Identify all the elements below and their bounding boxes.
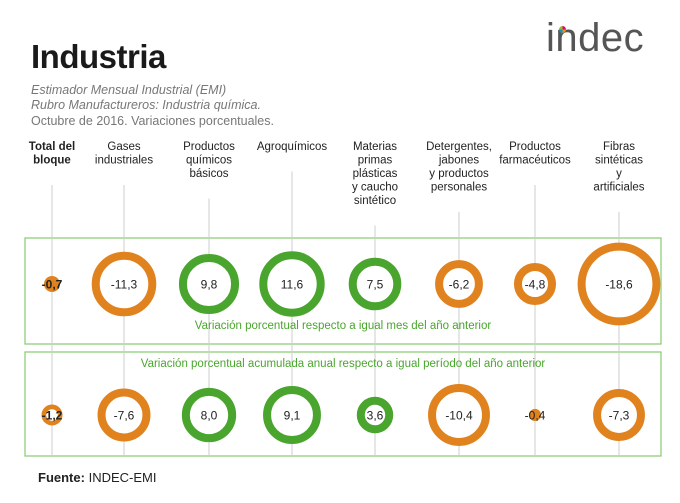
- bubble-mark: [356, 396, 394, 434]
- category-label: Gases: [107, 141, 140, 153]
- bubble-mark: [263, 386, 321, 444]
- data-label: -4,8: [525, 278, 546, 292]
- category-label: plásticas: [353, 168, 398, 180]
- data-label: -7,6: [114, 409, 135, 423]
- series-frame-1: [24, 237, 662, 345]
- source-note: Fuente: INDEC-EMI: [38, 470, 156, 485]
- category-label: bloque: [33, 155, 71, 167]
- data-label: 11,6: [281, 278, 304, 292]
- data-label: -1,2: [42, 409, 63, 423]
- category-label: químicos: [186, 155, 232, 167]
- data-label: -18,6: [605, 278, 633, 292]
- category-label: Productos: [183, 141, 235, 153]
- category-label: Detergentes,: [426, 141, 492, 153]
- bubble-mark: [97, 388, 151, 442]
- data-label: 9,8: [201, 278, 218, 292]
- data-label: -0,7: [42, 278, 63, 292]
- bubble-mark: [41, 404, 63, 426]
- bubble-mark: [43, 275, 61, 293]
- series-caption: Variación porcentual acumulada anual res…: [141, 358, 546, 370]
- data-label: -6,2: [449, 278, 470, 292]
- category-label: Agroquímicos: [257, 141, 328, 153]
- category-label: farmacéuticos: [499, 155, 571, 167]
- category-label: primas: [358, 155, 393, 167]
- category-label: jabones: [438, 155, 480, 167]
- data-label: 9,1: [284, 409, 301, 423]
- category-label: sintéticas: [595, 155, 643, 167]
- category-label: Materias: [353, 141, 397, 153]
- bubble-mark: [593, 389, 645, 441]
- bubble-mark: [513, 262, 557, 306]
- data-label: -0,4: [525, 409, 546, 423]
- category-label: personales: [431, 182, 488, 194]
- bubble-mark: [348, 257, 402, 311]
- source-value: INDEC-EMI: [88, 470, 157, 485]
- category-label: Fibras: [603, 141, 635, 153]
- bubble-mark: [577, 242, 661, 326]
- category-label: artificiales: [593, 182, 644, 194]
- category-label: básicos: [190, 168, 229, 180]
- data-label: -11,3: [111, 278, 138, 292]
- category-label: sintético: [354, 195, 396, 207]
- bubble-mark: [435, 260, 483, 308]
- page-title: Industria: [31, 38, 166, 75]
- data-label: 8,0: [201, 409, 218, 423]
- bubble-mark: [178, 253, 240, 315]
- category-label: industriales: [95, 155, 153, 167]
- data-label: -7,3: [609, 409, 630, 423]
- series-frame-2: [24, 351, 662, 457]
- subtitle-estimator: Estimador Mensual Industrial (EMI): [31, 83, 227, 97]
- bubble-mark: [181, 387, 237, 443]
- subtitle-period: Octubre de 2016. Variaciones porcentuale…: [31, 114, 274, 128]
- bubble-mark: [528, 408, 542, 422]
- indec-logo: indec: [546, 18, 644, 58]
- indec-logo-text: indec: [546, 16, 645, 60]
- category-label: y caucho: [352, 182, 398, 194]
- category-label: Productos: [509, 141, 561, 153]
- bubble-mark: [91, 251, 157, 317]
- data-label: 7,5: [367, 278, 384, 292]
- category-label: y productos: [429, 168, 489, 180]
- bubble-mark: [259, 251, 325, 317]
- bubble-mark: [428, 384, 490, 446]
- data-label: -10,4: [445, 409, 473, 423]
- category-label: Total del: [29, 141, 75, 153]
- subtitle-rubro: Rubro Manufactureros: Industria química.: [31, 98, 261, 112]
- logo-dot-icon: [559, 26, 566, 33]
- source-label: Fuente:: [38, 470, 85, 485]
- data-label: 3,6: [367, 409, 384, 423]
- category-label: y: [616, 168, 622, 180]
- series-caption: Variación porcentual respecto a igual me…: [195, 320, 492, 332]
